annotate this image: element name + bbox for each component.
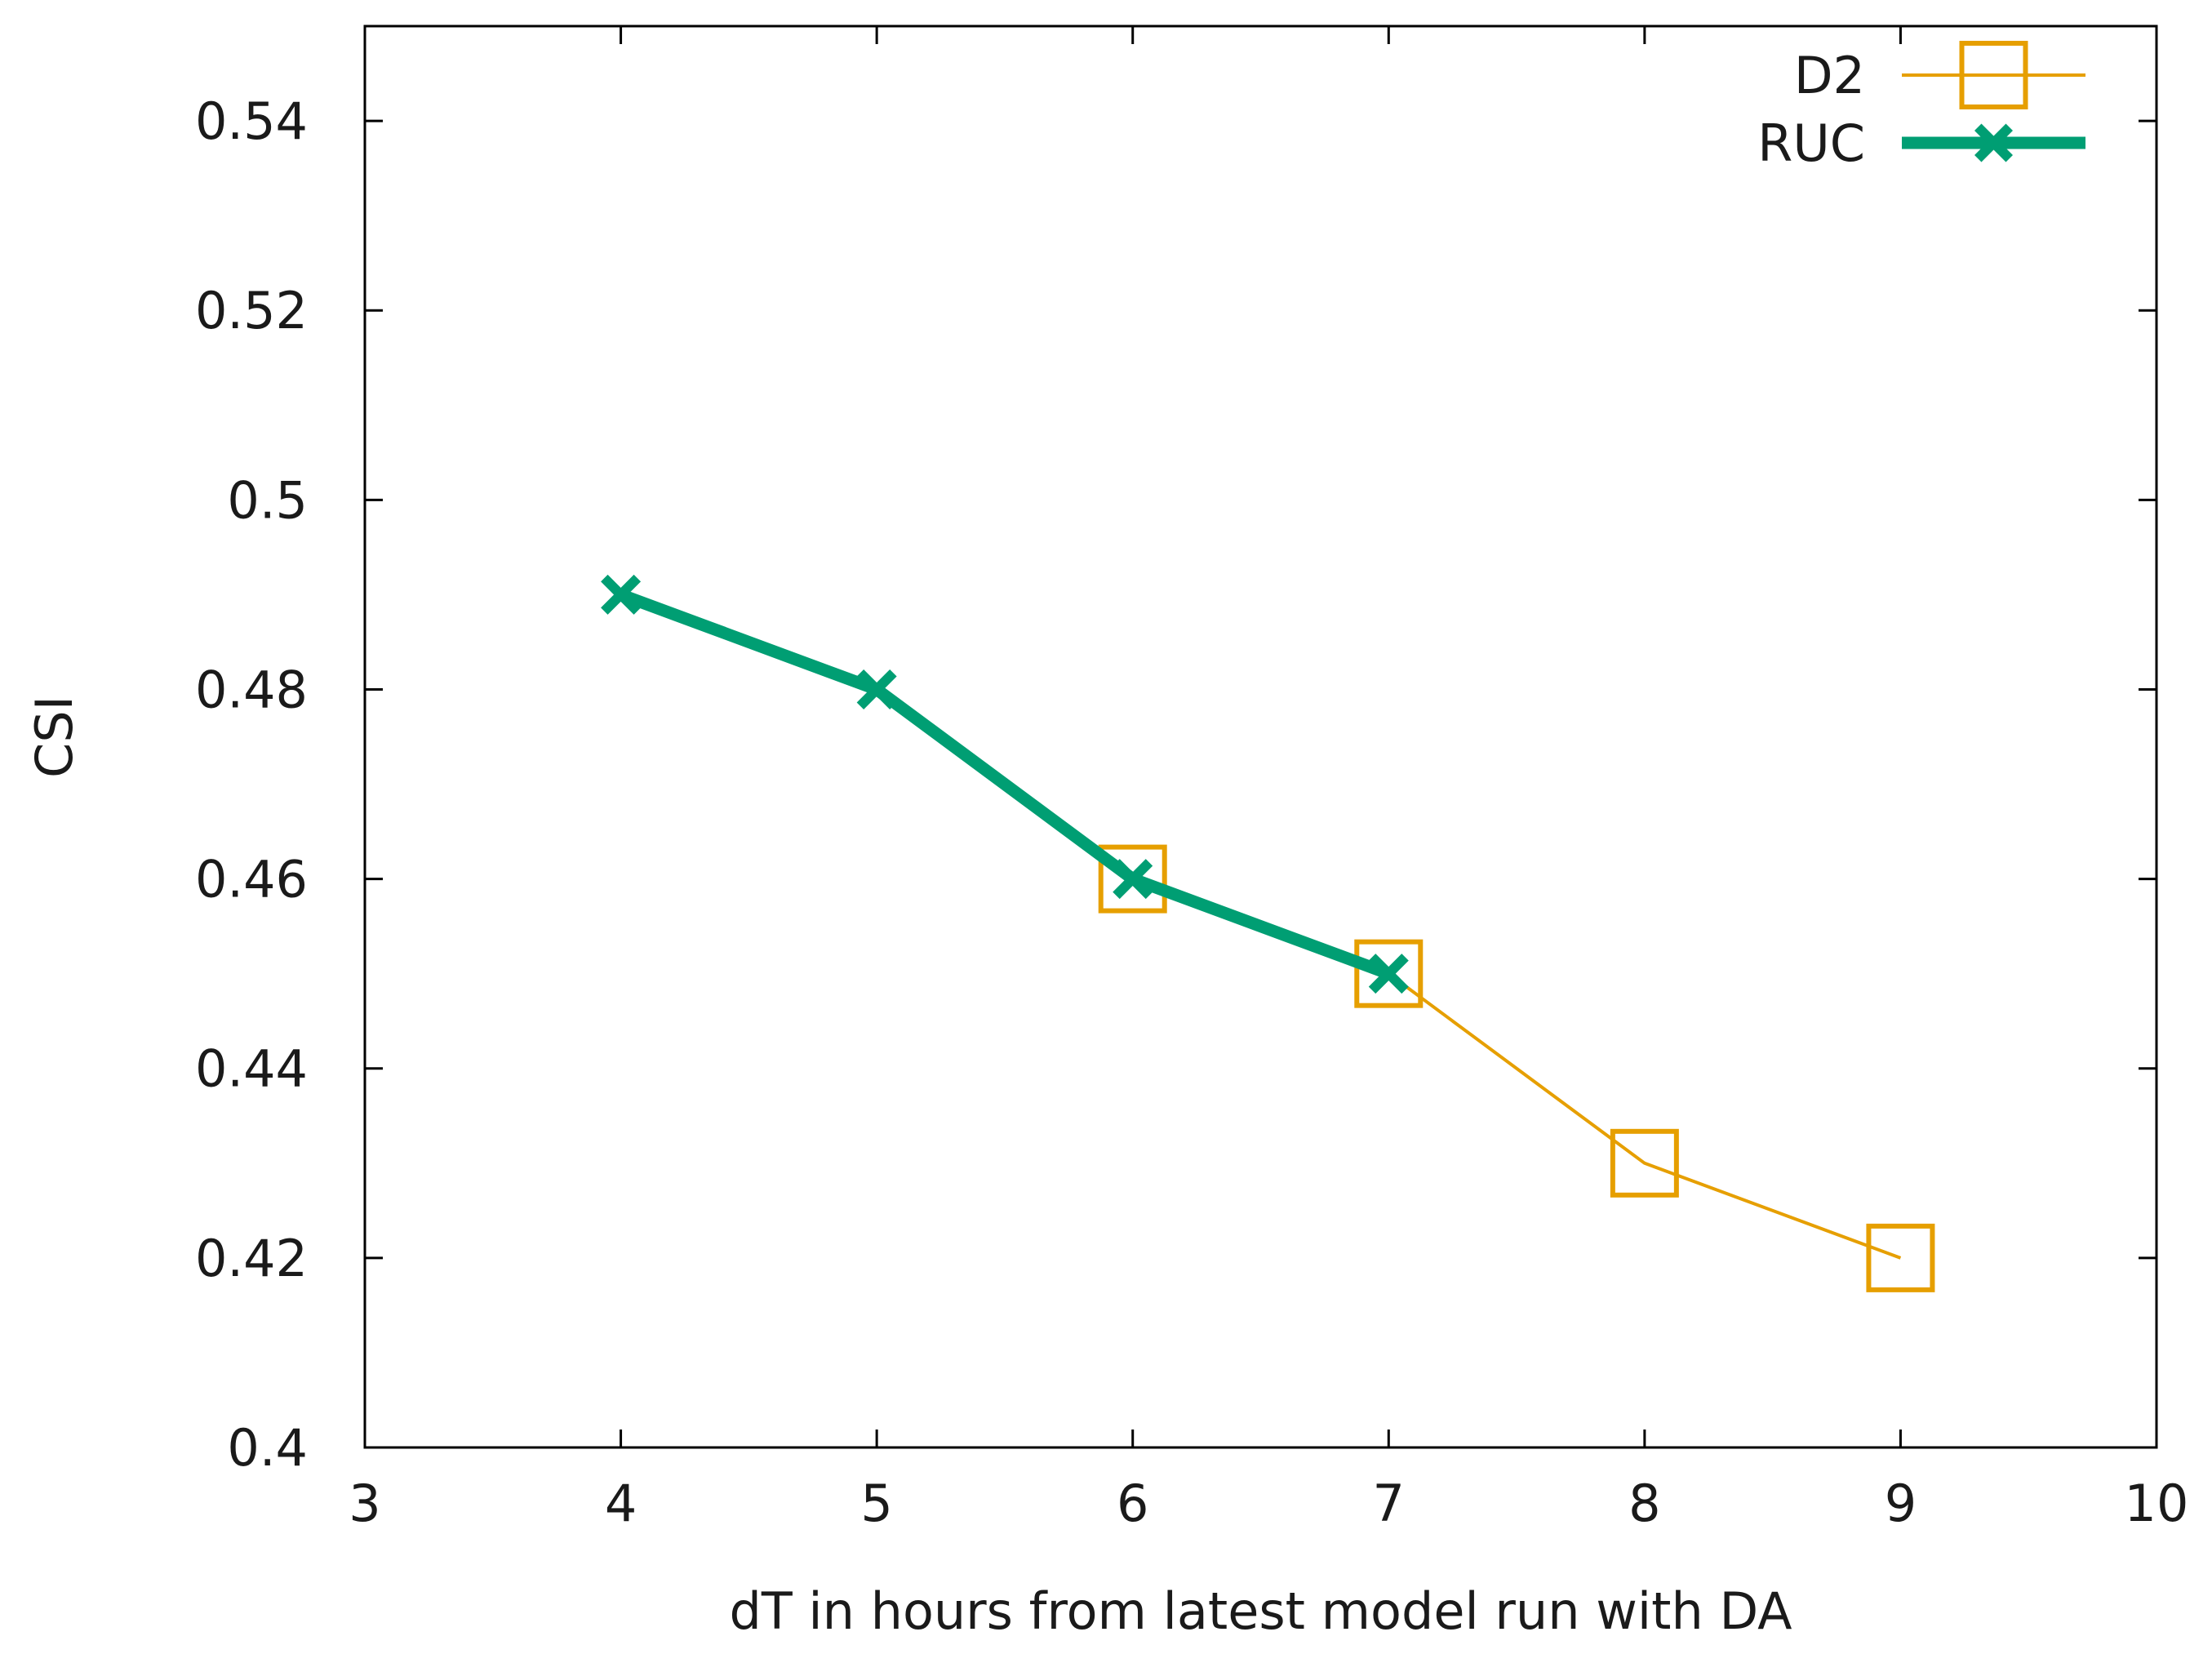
y-tick-label: 0.4 [227,1418,308,1478]
data-point-d2 [1098,844,1167,914]
plot-frame [363,24,2158,1449]
x-tick-label: 9 [1885,1474,1917,1533]
y-tick-label: 0.48 [195,660,308,719]
x-tick-label: 8 [1628,1474,1660,1533]
y-tick-label: 0.5 [227,470,308,530]
data-point-d2 [1866,1223,1935,1292]
legend-item-d2: D2 [1794,41,2085,109]
series-layer [601,574,1935,1292]
y-tick-label: 0.54 [195,91,308,151]
legend-item-ruc: RUC [1757,113,2085,173]
y-tick-label: 0.46 [195,850,308,909]
y-tick-label: 0.42 [195,1229,308,1288]
data-point-d2 [1354,939,1424,1008]
x-tick-label: 3 [349,1474,380,1533]
data-point-ruc [856,669,897,709]
y-tick-label: 0.44 [195,1039,308,1099]
legend-marker [1959,41,2028,109]
series-ruc [601,574,1409,994]
data-point-d2 [1610,1128,1679,1198]
axes: 3 4 5 6 7 8 9 10 0.4 0.42 0.44 0.46 0.48 0.5 0.52 0.54 [195,24,2189,1533]
x-tick-label: 5 [860,1474,892,1533]
x-tick-label: 6 [1117,1474,1148,1533]
legend: D2 RUC [1757,41,2085,173]
y-tick-label: 0.52 [195,281,308,340]
legend-label: RUC [1757,113,1865,173]
legend-label: D2 [1794,46,1865,105]
x-axis-title: dT in hours from latest model run with D… [729,1581,1792,1641]
legend-marker [1974,123,2013,162]
y-axis-title: CSI [24,696,84,778]
x-tick-label: 10 [2125,1474,2189,1533]
series-line-d2 [1132,877,1902,1260]
x-tick-label: 7 [1373,1474,1405,1533]
data-point-ruc [601,574,642,615]
data-point-ruc [1113,859,1153,900]
x-tick-label: 4 [605,1474,637,1533]
series-line-ruc [618,589,1391,980]
data-point-ruc [1368,954,1409,994]
